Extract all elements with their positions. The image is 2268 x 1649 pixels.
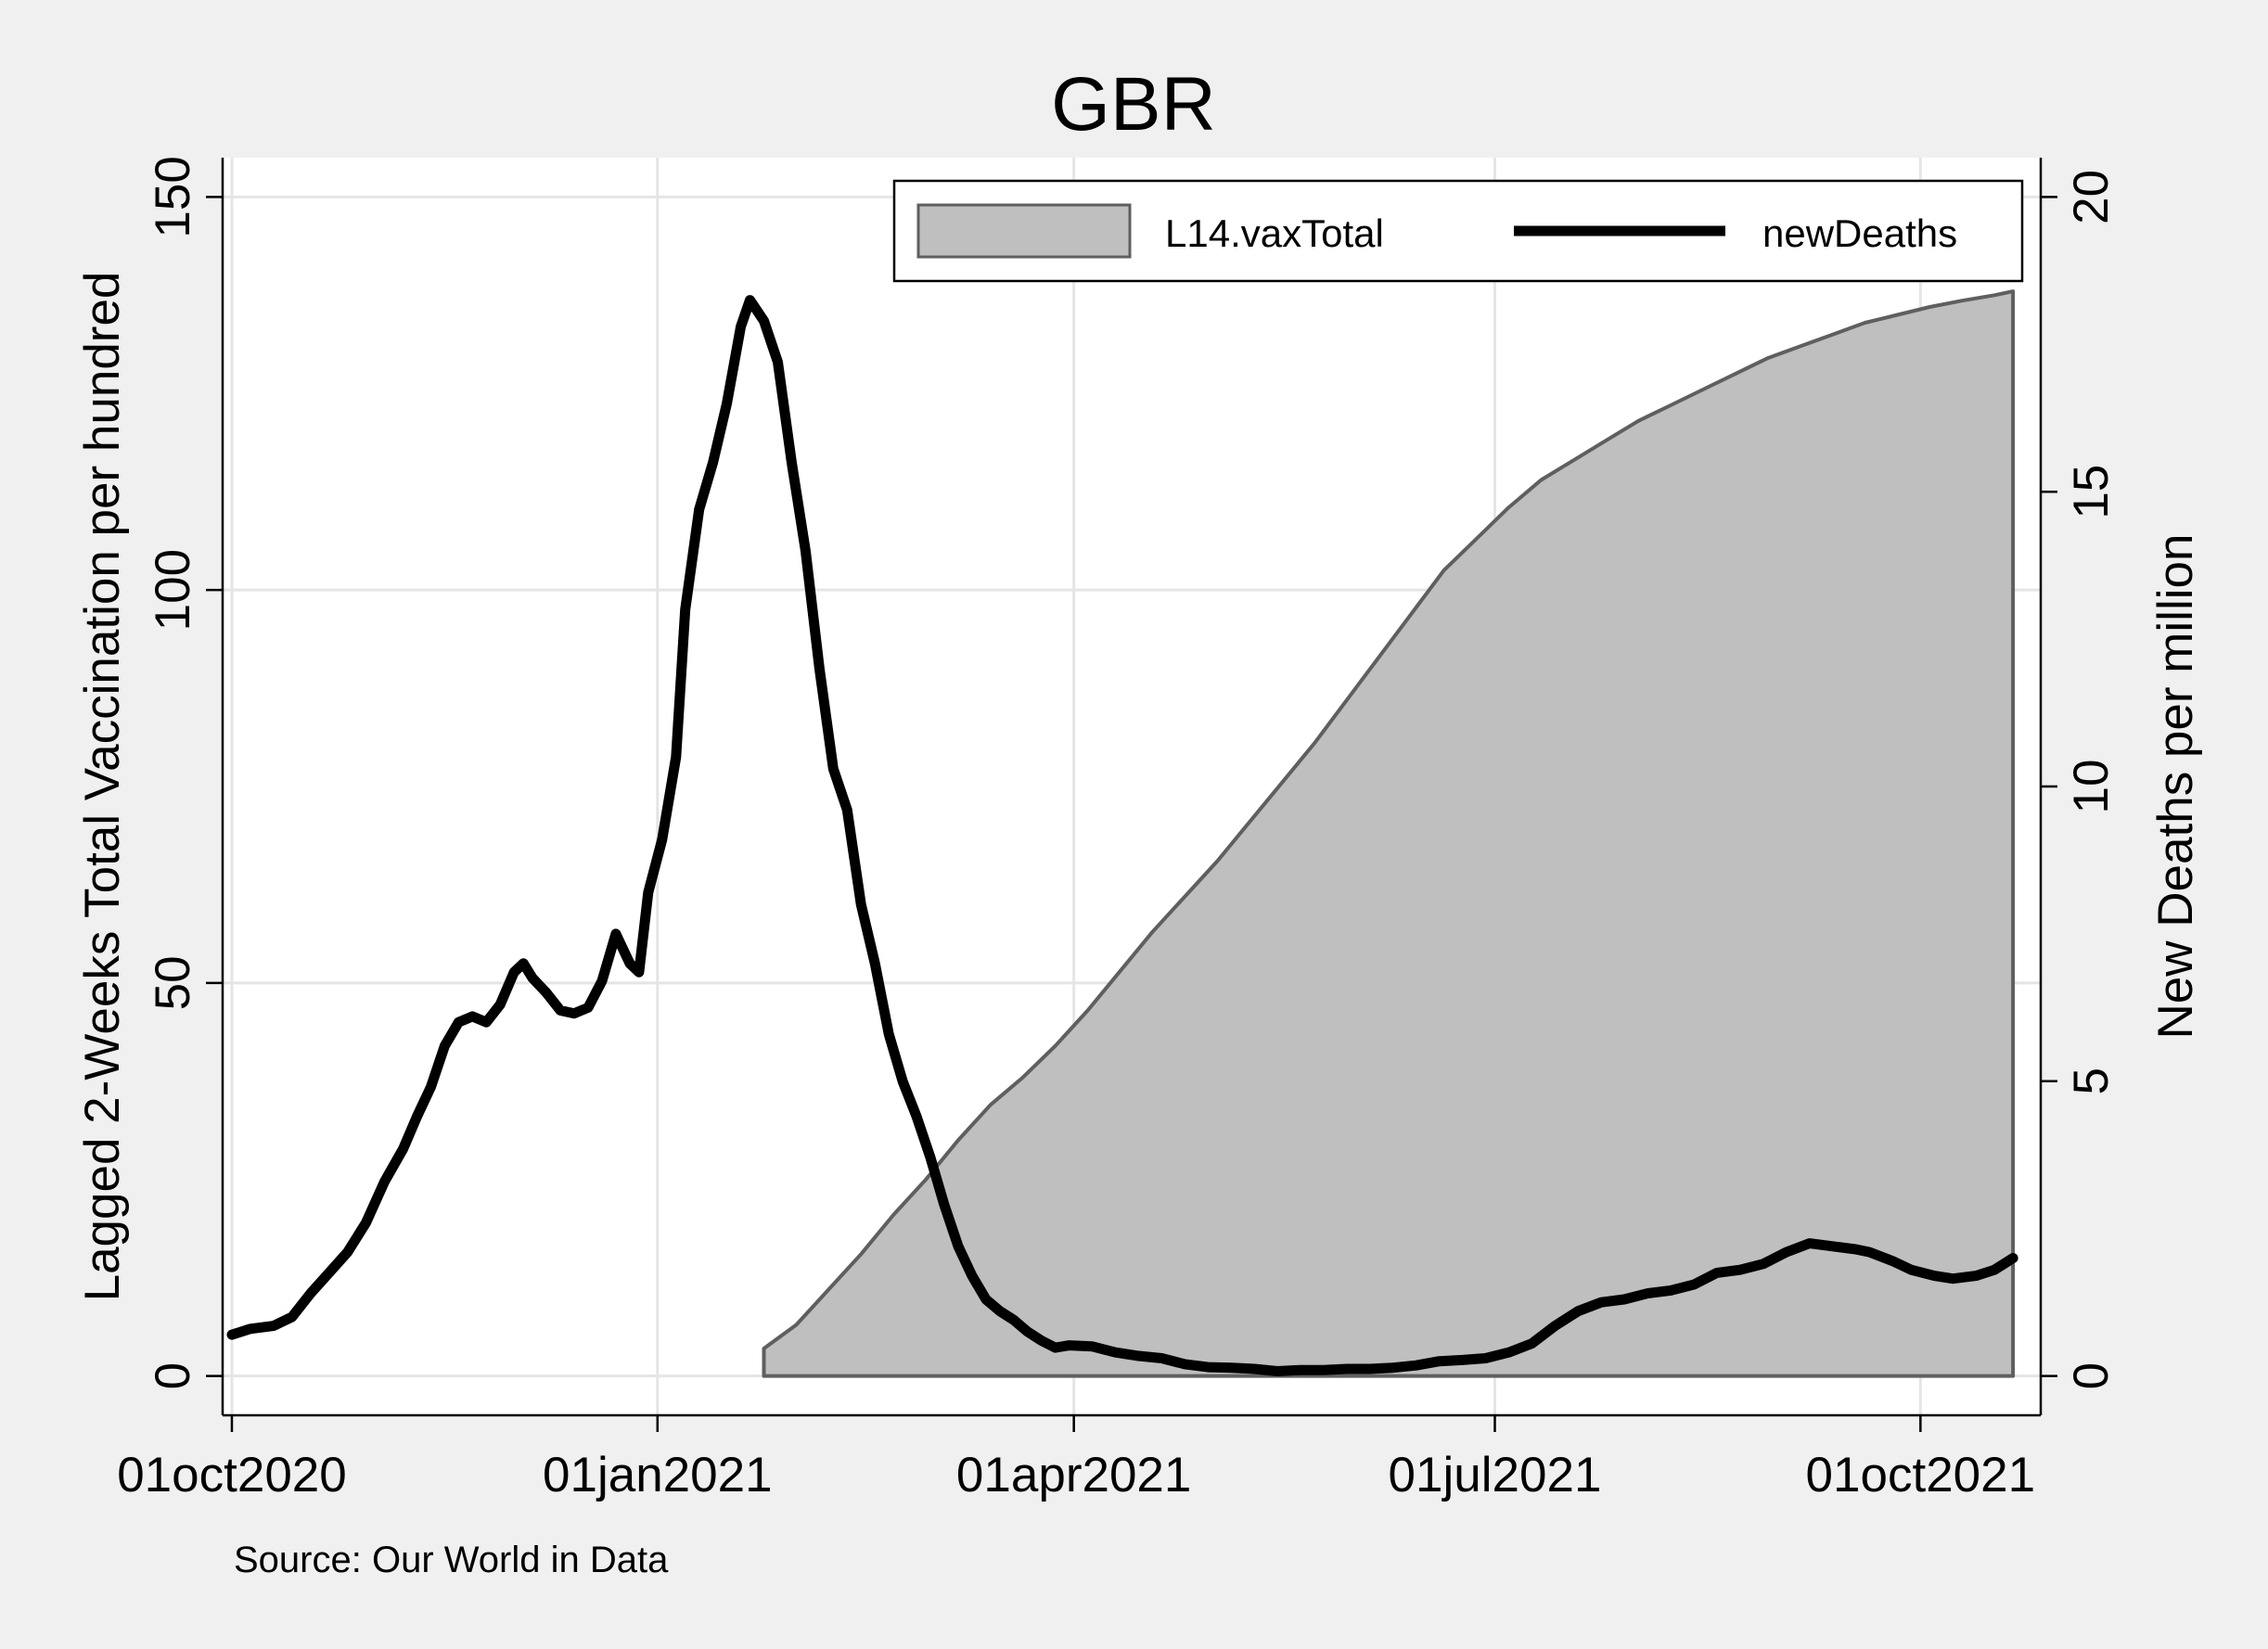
chart-title: GBR	[1051, 62, 1216, 147]
y-axis-left-label: Lagged 2-Weeks Total Vaccination per hun…	[75, 272, 130, 1302]
legend-label-newDeaths: newDeaths	[1762, 211, 1957, 255]
y-tick-label-left: 100	[146, 549, 200, 631]
y-tick-label-left: 0	[146, 1362, 200, 1389]
legend: L14.vaxTotal newDeaths	[892, 179, 2024, 283]
y-tick-label-left: 50	[146, 955, 200, 1010]
x-tick-label: 01jan2021	[543, 1448, 773, 1502]
y-tick-label-right: 20	[2064, 170, 2119, 224]
y-tick-label-right: 10	[2064, 760, 2119, 814]
area-vaxTotal	[762, 289, 2016, 1378]
line-newDeaths	[226, 295, 2018, 1376]
source-note: Source: Our World in Data	[234, 1540, 669, 1580]
x-tick-label: 01oct2021	[1806, 1448, 2036, 1502]
x-tick-label: 01oct2020	[117, 1448, 347, 1502]
y-tick-label-right: 0	[2064, 1362, 2119, 1389]
y-tick-label-left: 150	[146, 156, 200, 237]
x-tick-label: 01apr2021	[956, 1448, 1191, 1502]
legend-label-vaxTotal: L14.vaxTotal	[1165, 211, 1384, 255]
y-axis-right-label: New Deaths per million	[2148, 534, 2203, 1040]
vax-area-layer	[762, 289, 2016, 1378]
y-tick-label-right: 15	[2064, 465, 2119, 519]
y-axis-right: 0 5 10 15 20	[2039, 158, 2119, 1415]
y-axis-left: 0 50 100 150	[146, 156, 224, 1415]
x-axis: 01oct2020 01jan2021 01apr2021 01jul2021 01oc…	[117, 1413, 2041, 1502]
x-tick-label: 01jul2021	[1389, 1448, 1602, 1502]
deaths-line-layer	[226, 295, 2018, 1376]
y-tick-label-right: 5	[2064, 1067, 2119, 1094]
legend-swatch-vaxTotal	[916, 203, 1132, 259]
